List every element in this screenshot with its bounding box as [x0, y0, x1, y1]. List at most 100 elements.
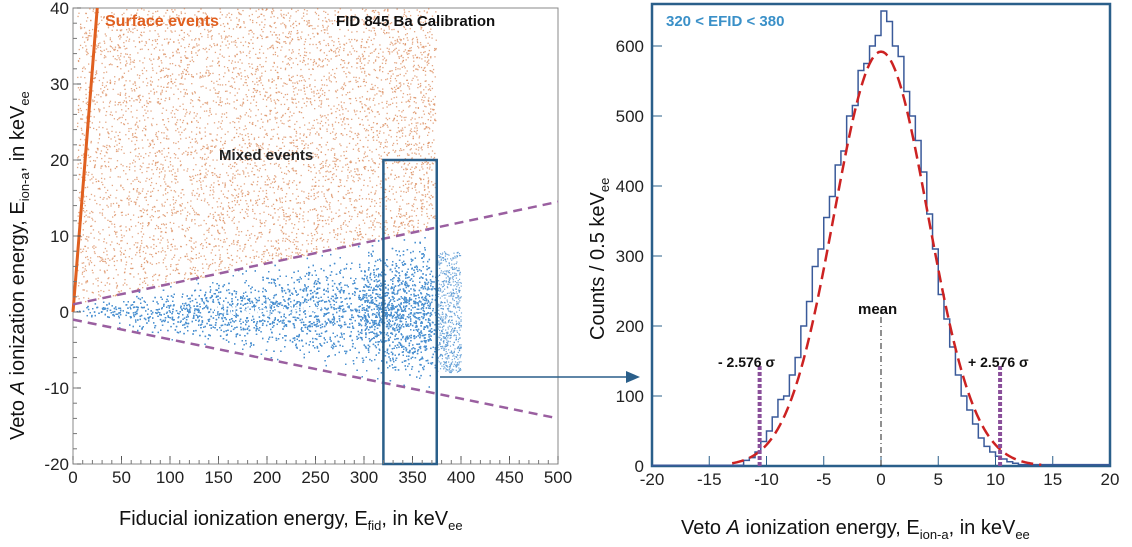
mixed-event-point	[186, 71, 189, 73]
mixed-event-point	[107, 206, 109, 208]
mixed-event-point	[123, 85, 125, 87]
mixed-event-point	[319, 114, 322, 116]
mixed-event-point	[315, 13, 318, 15]
mixed-event-point	[244, 159, 246, 161]
mixed-event-point	[340, 63, 342, 66]
mixed-event-point	[141, 130, 144, 132]
mixed-event-point	[269, 118, 271, 121]
mixed-event-point	[156, 151, 158, 153]
mixed-event-point	[420, 28, 422, 30]
mixed-event-point	[150, 83, 152, 86]
mixed-event-point	[101, 62, 103, 65]
mixed-event-point	[430, 194, 432, 197]
mixed-event-point	[186, 122, 188, 124]
mixed-event-point	[209, 89, 211, 91]
mixed-event-point	[289, 43, 291, 45]
mixed-event-point	[390, 98, 393, 100]
mixed-event-point	[182, 188, 184, 191]
mixed-event-point	[424, 20, 427, 22]
mixed-event-point	[422, 122, 424, 124]
mixed-event-point	[86, 103, 89, 106]
mixed-event-point	[280, 229, 282, 232]
mixed-event-point	[355, 81, 357, 83]
mixed-event-point	[257, 69, 259, 71]
mixed-event-point	[252, 21, 254, 24]
mixed-event-point	[105, 85, 107, 87]
mixed-event-point	[195, 115, 197, 117]
mixed-event-point	[337, 15, 340, 17]
mixed-event-point	[434, 118, 436, 120]
mixed-event-point	[246, 96, 248, 98]
mixed-event-point	[206, 56, 209, 59]
mixed-event-point	[173, 203, 175, 205]
mixed-event-point	[148, 178, 151, 181]
mixed-event-point	[166, 212, 168, 214]
mixed-event-point	[213, 122, 216, 124]
mixed-event-point	[110, 111, 112, 113]
mixed-event-point	[77, 149, 80, 151]
mixed-event-point	[307, 58, 310, 60]
mixed-event-point	[312, 32, 314, 35]
mixed-event-point	[236, 241, 238, 243]
mixed-event-point	[369, 88, 372, 90]
mixed-event-point	[412, 66, 415, 68]
mixed-event-point	[157, 216, 159, 219]
mixed-event-point	[189, 272, 192, 274]
mixed-event-point	[83, 134, 86, 136]
mixed-event-point	[392, 162, 394, 165]
mixed-event-point	[277, 208, 279, 211]
mixed-event-point	[284, 112, 287, 115]
mixed-event-point	[236, 92, 239, 94]
mixed-event-point	[78, 144, 81, 146]
mixed-event-point	[205, 176, 207, 179]
mixed-event-point	[204, 135, 207, 137]
mixed-event-point	[288, 247, 290, 250]
mixed-event-point	[124, 119, 127, 121]
mixed-event-point	[172, 20, 174, 23]
mixed-event-point	[197, 50, 199, 52]
mixed-event-point	[268, 80, 270, 82]
mixed-event-point	[128, 56, 130, 58]
mixed-event-point	[167, 117, 169, 120]
mixed-event-point	[263, 202, 265, 204]
mixed-event-point	[407, 222, 410, 225]
mixed-event-point	[253, 173, 255, 176]
mixed-event-point	[414, 97, 417, 99]
mixed-event-point	[344, 212, 347, 214]
mixed-event-point	[303, 164, 305, 166]
mixed-event-point	[427, 60, 429, 63]
mixed-event-point	[160, 231, 162, 233]
mixed-event-point	[216, 92, 218, 95]
mixed-event-point	[172, 168, 174, 171]
mixed-event-point	[189, 179, 192, 181]
mixed-event-point	[219, 97, 222, 99]
mixed-event-point	[363, 166, 366, 168]
mixed-event-point	[125, 226, 127, 228]
mixed-event-point	[300, 208, 302, 210]
mixed-event-point	[275, 254, 277, 257]
mixed-event-point	[386, 47, 388, 49]
mixed-event-point	[300, 37, 302, 40]
mixed-event-point	[248, 139, 250, 141]
mixed-event-point	[100, 177, 103, 180]
mixed-event-point	[138, 153, 140, 155]
mixed-event-point	[292, 193, 294, 195]
mixed-event-point	[273, 31, 275, 34]
mixed-event-point	[93, 251, 96, 253]
mixed-event-point	[152, 173, 154, 175]
mixed-event-point	[81, 129, 83, 131]
mixed-event-point	[174, 212, 176, 214]
mixed-event-point	[382, 107, 384, 109]
mixed-event-point	[137, 126, 139, 129]
mixed-event-point	[88, 35, 91, 37]
mixed-event-point	[174, 123, 177, 125]
mixed-event-point	[413, 198, 416, 201]
mixed-event-point	[434, 182, 436, 185]
mixed-event-point	[128, 40, 130, 42]
mixed-event-point	[141, 34, 143, 37]
mixed-event-point	[417, 86, 419, 89]
mixed-event-point	[289, 119, 291, 122]
mixed-event-point	[414, 127, 416, 129]
mixed-event-point	[122, 34, 125, 36]
mixed-event-point	[228, 103, 231, 105]
